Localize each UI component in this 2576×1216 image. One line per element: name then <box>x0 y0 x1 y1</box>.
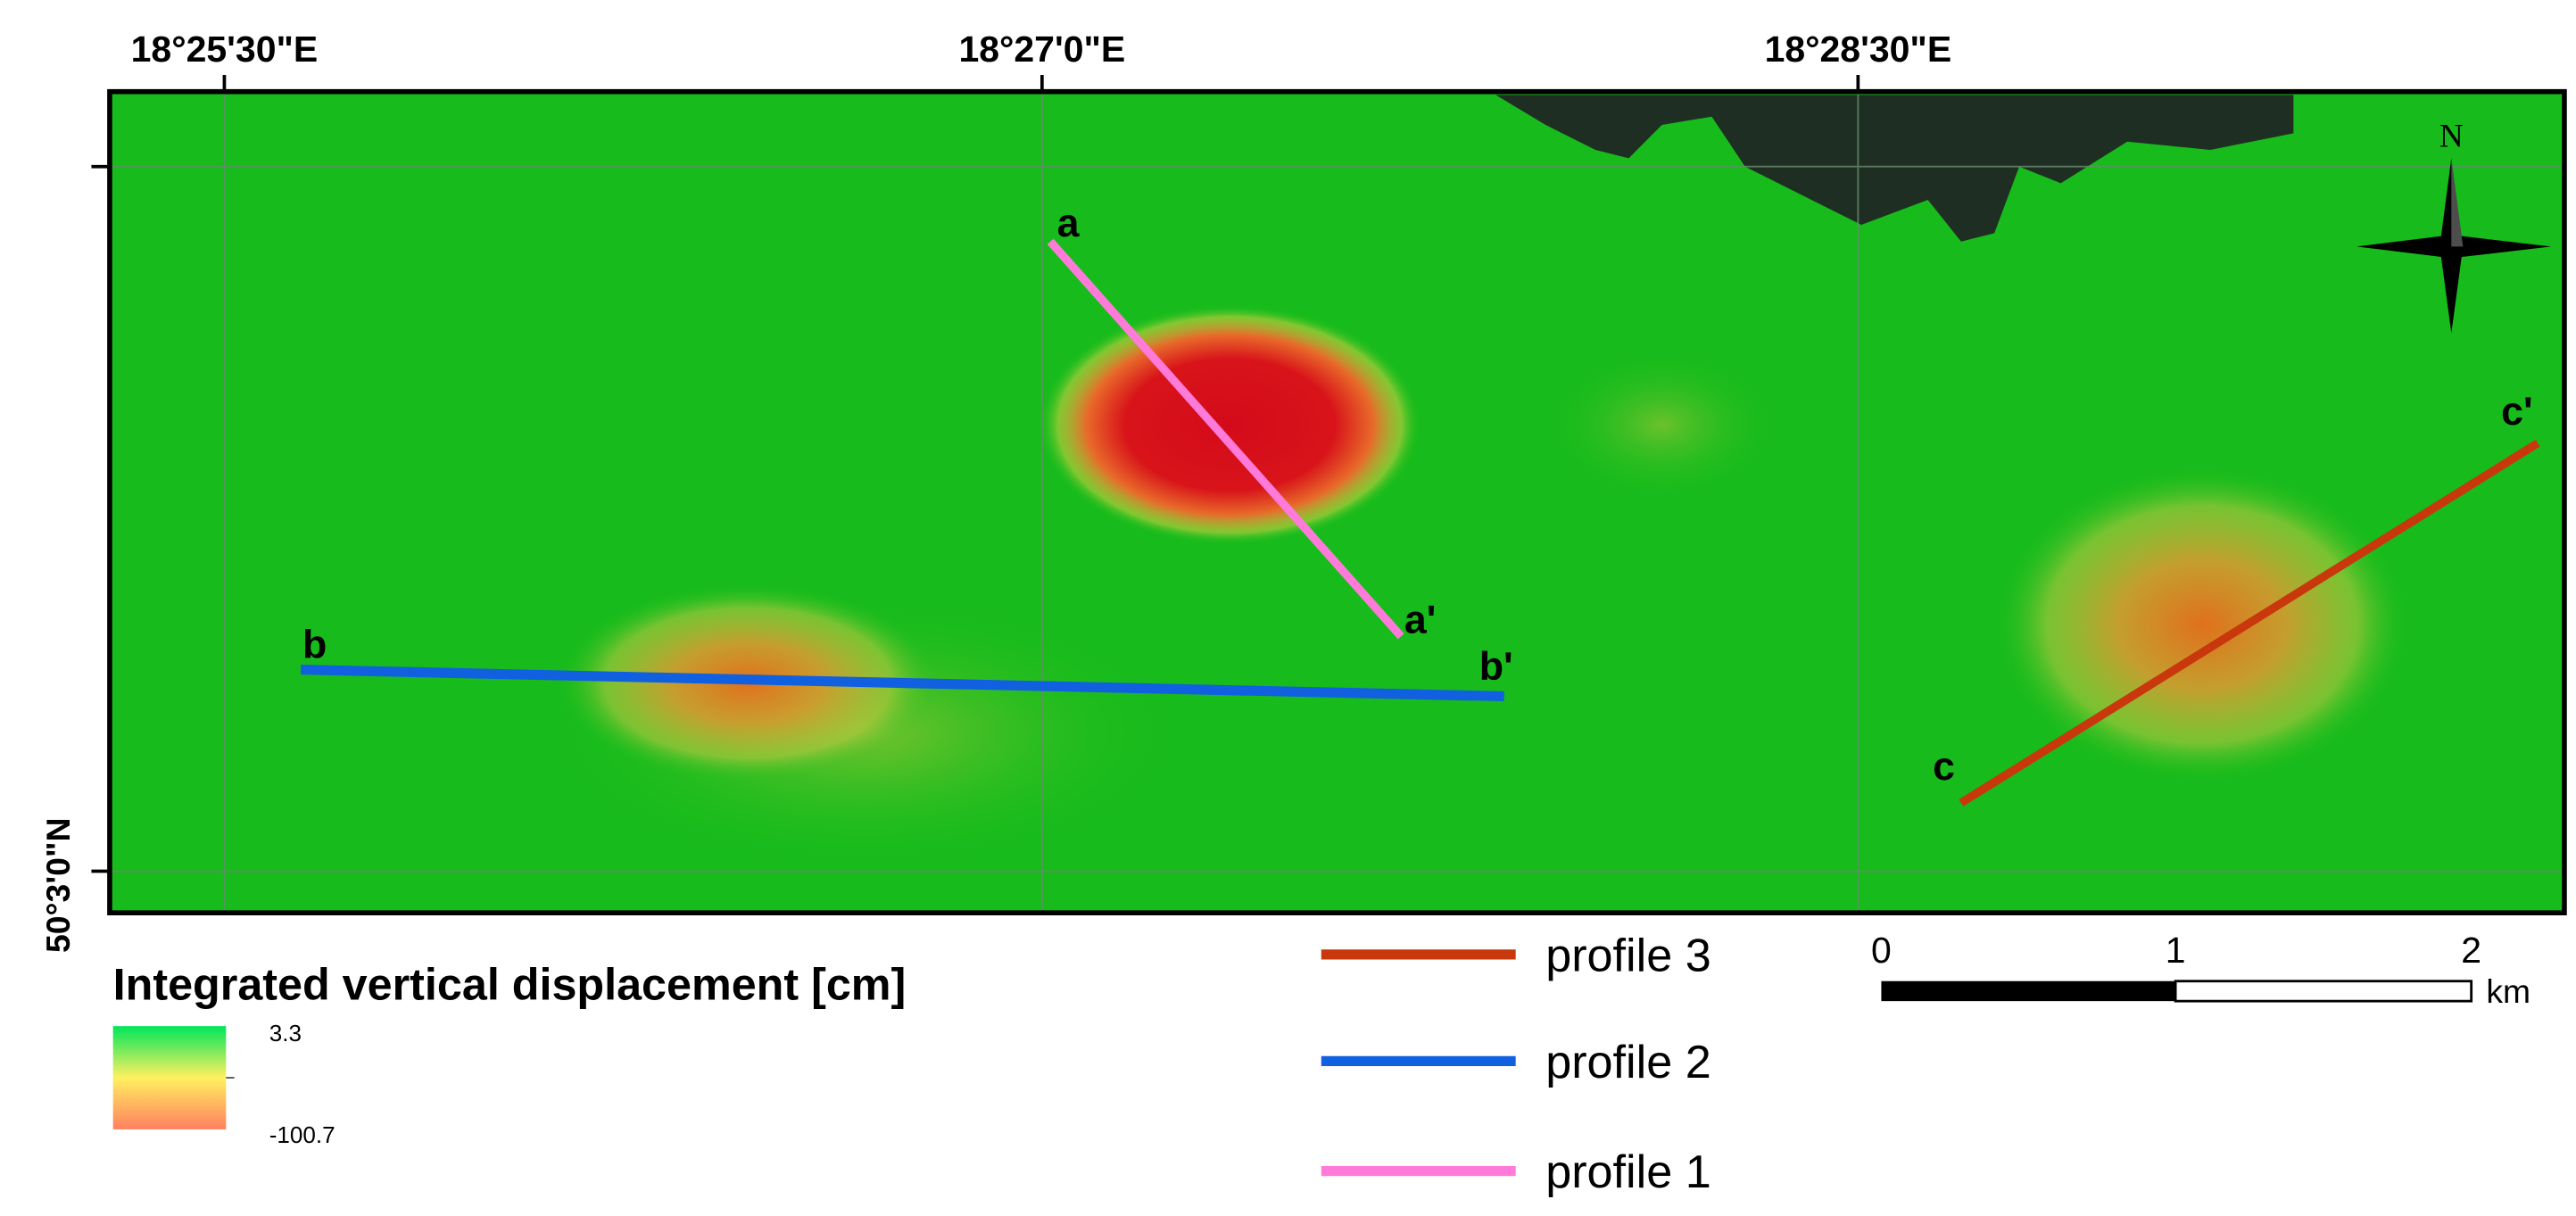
profile-1-line[interactable] <box>1047 238 1404 640</box>
legend-profile-1: profile 1 <box>1545 1146 1711 1198</box>
legend-min-value: -100.7 <box>269 1121 335 1148</box>
profile-3-end-label: c' <box>2501 389 2532 434</box>
north-arrow-icon: N <box>2357 118 2552 334</box>
legend-profile-3: profile 3 <box>1545 930 1711 981</box>
profile-2-end-label: b' <box>1479 644 1513 689</box>
scale-tick: 2 <box>2461 930 2481 971</box>
profile-legend: profile 3 profile 2 profile 1 <box>1321 930 1711 1198</box>
svg-text:N: N <box>2439 118 2464 154</box>
legend-profile-2: profile 2 <box>1545 1037 1711 1088</box>
map-canvas[interactable]: a a' b b' c c' N <box>107 88 2567 915</box>
legend-max-value: 3.3 <box>269 1020 302 1046</box>
scale-tick: 0 <box>1871 930 1892 971</box>
longitude-label: 18°28'30"E <box>1765 29 1952 70</box>
scale-bar: 0 1 2 km <box>1871 930 2530 1010</box>
scale-unit: km <box>2486 972 2530 1010</box>
profile-1-start-label: a <box>1057 201 1081 245</box>
longitude-axis: 18°25'30"E 18°27'0"E 18°28'30"E <box>131 29 1951 92</box>
legend-title: Integrated vertical displacement [cm] <box>113 958 907 1009</box>
scale-tick: 1 <box>2166 930 2186 971</box>
longitude-label: 18°27'0"E <box>958 29 1125 70</box>
latitude-label: 50°3'0"N <box>39 817 77 952</box>
profile-2-line[interactable] <box>301 664 1504 702</box>
longitude-label: 18°25'30"E <box>131 29 319 70</box>
profile-3-line[interactable] <box>1959 439 2540 807</box>
profile-1-end-label: a' <box>1404 597 1436 641</box>
displacement-legend: Integrated vertical displacement [cm] 3.… <box>112 958 907 1148</box>
forest-area <box>1495 95 2294 242</box>
graticule <box>109 91 2564 914</box>
profile-2-start-label: b <box>302 622 327 666</box>
subsidence-basin <box>1039 304 1421 545</box>
profile-3-start-label: c <box>1933 744 1955 789</box>
color-ramp <box>112 1026 227 1129</box>
latitude-axis: 50°3'0"N <box>39 164 110 953</box>
